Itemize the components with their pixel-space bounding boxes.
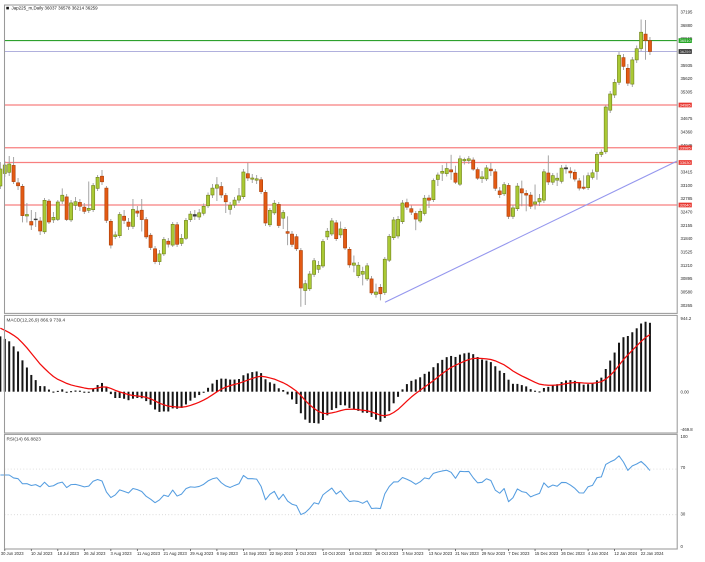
svg-text:3 Nov 2023: 3 Nov 2023 [402,551,424,556]
svg-text:32470: 32470 [681,210,694,215]
svg-text:0: 0 [681,544,684,549]
svg-text:11 Aug 2023: 11 Aug 2023 [137,551,161,556]
svg-text:2 Oct 2023: 2 Oct 2023 [296,551,317,556]
svg-text:35305: 35305 [681,90,694,95]
svg-text:15 Dec 2023: 15 Dec 2023 [535,551,559,556]
svg-text:30: 30 [681,512,686,517]
svg-text:32155: 32155 [681,223,694,228]
svg-text:29 Nov 2023: 29 Nov 2023 [482,551,506,556]
svg-text:0.00: 0.00 [681,389,690,394]
svg-text:29 Aug 2023: 29 Aug 2023 [190,551,214,556]
svg-text:30265: 30265 [681,303,694,308]
svg-text:21 Nov 2023: 21 Nov 2023 [455,551,479,556]
svg-text:35935: 35935 [681,63,694,68]
svg-text:34675: 34675 [681,116,694,121]
svg-text:30895: 30895 [681,276,694,281]
svg-text:70: 70 [681,465,686,470]
svg-text:30580: 30580 [681,290,694,295]
svg-text:6 Sep 2023: 6 Sep 2023 [217,551,239,556]
svg-text:35620: 35620 [681,76,694,81]
svg-text:100: 100 [681,434,689,439]
svg-text:34360: 34360 [681,130,694,135]
svg-text:-469.8: -469.8 [681,427,694,432]
svg-text:3 Aug 2023: 3 Aug 2023 [111,551,133,556]
svg-text:31525: 31525 [681,250,694,255]
svg-text:36510: 36510 [680,38,692,43]
svg-text:21 Aug 2023: 21 Aug 2023 [164,551,188,556]
svg-text:31210: 31210 [681,263,694,268]
svg-text:33630: 33630 [680,160,692,165]
svg-text:10 Jul 2023: 10 Jul 2023 [31,551,53,556]
svg-text:18 Oct 2023: 18 Oct 2023 [349,551,372,556]
svg-text:RSI(14) 66.8823: RSI(14) 66.8823 [7,436,42,441]
svg-text:22 Jan 2024: 22 Jan 2024 [641,551,664,556]
svg-text:33415: 33415 [681,170,694,175]
svg-text:36880: 36880 [681,23,694,28]
svg-text:34045: 34045 [681,143,694,148]
svg-text:Jap225_m,Daily 36037 36578 36: Jap225_m,Daily 36037 36578 36214 36259 [12,6,99,11]
svg-text:34985: 34985 [680,103,692,108]
svg-text:4 Jan 2024: 4 Jan 2024 [588,551,609,556]
svg-text:13 Nov 2023: 13 Nov 2023 [429,551,453,556]
svg-text:33985: 33985 [680,145,692,150]
svg-text:33100: 33100 [681,183,694,188]
svg-text:7 Dec 2023: 7 Dec 2023 [508,551,530,556]
svg-text:22 Sep 2023: 22 Sep 2023 [270,551,294,556]
svg-text:31840: 31840 [681,236,694,241]
svg-text:32785: 32785 [681,196,694,201]
svg-text:MACD(12,26,9) 866.9 739.4: MACD(12,26,9) 866.9 739.4 [7,317,66,322]
svg-text:26 Dec 2023: 26 Dec 2023 [561,551,585,556]
svg-text:36259: 36259 [680,49,692,54]
svg-text:944.2: 944.2 [681,316,692,321]
svg-text:30 Jun 2023: 30 Jun 2023 [1,551,24,556]
svg-text:26 Oct 2023: 26 Oct 2023 [376,551,399,556]
svg-text:12 Jan 2024: 12 Jan 2024 [614,551,637,556]
svg-text:37195: 37195 [681,10,694,15]
svg-text:10 Oct 2023: 10 Oct 2023 [323,551,346,556]
svg-text:18 Jul 2023: 18 Jul 2023 [58,551,80,556]
svg-text:32640: 32640 [680,203,692,208]
svg-text:26 Jul 2023: 26 Jul 2023 [84,551,106,556]
svg-text:14 Sep 2023: 14 Sep 2023 [243,551,267,556]
